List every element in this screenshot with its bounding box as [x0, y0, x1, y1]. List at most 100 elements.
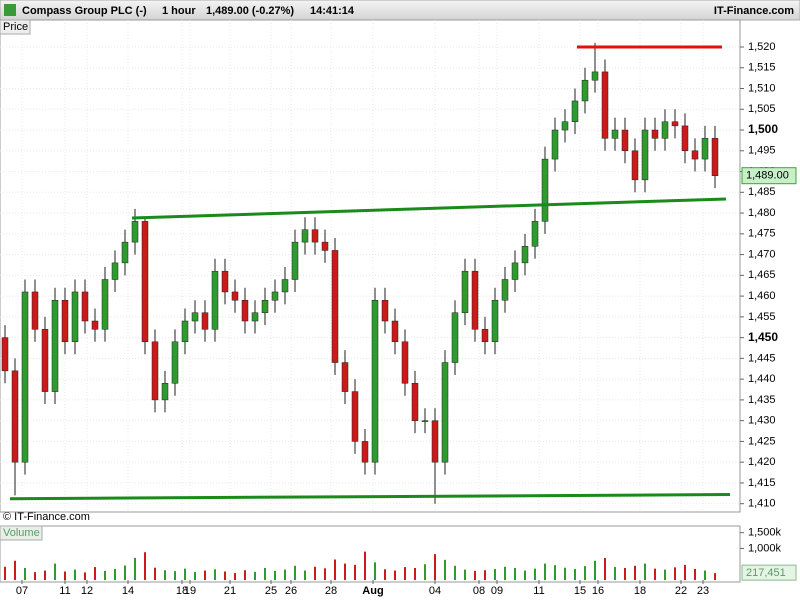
- y-tick-label: 1,485: [748, 186, 776, 198]
- header-quote: 1,489.00 (-0.27%): [206, 5, 294, 17]
- last-price-label: 1,489.00: [746, 170, 789, 182]
- volume-bar: [44, 570, 46, 580]
- candle-body: [191, 312, 199, 322]
- candle-body: [371, 300, 379, 463]
- candle-body: [641, 129, 649, 181]
- volume-bar: [54, 563, 56, 580]
- trendline: [131, 197, 727, 220]
- candle-body: [161, 383, 169, 401]
- volume-bar: [634, 565, 636, 580]
- volume-bar: [554, 565, 556, 580]
- volume-bar: [344, 563, 346, 580]
- candle-body: [671, 121, 679, 127]
- copyright: © IT-Finance.com: [3, 511, 90, 523]
- x-tick-label: 18: [176, 585, 188, 597]
- volume-bar: [214, 569, 216, 580]
- volume-pane: [0, 525, 741, 583]
- y-tick-label: 1,430: [748, 415, 776, 427]
- volume-bar: [414, 568, 416, 580]
- last-volume-label: 217,451: [746, 567, 786, 579]
- candle-body: [551, 129, 559, 160]
- candle-body: [611, 129, 619, 139]
- candle-body: [521, 246, 529, 264]
- volume-bar: [704, 570, 706, 580]
- volume-bar: [584, 566, 586, 580]
- candle-body: [201, 312, 209, 330]
- volume-bar: [684, 564, 686, 580]
- volume-bar: [254, 571, 256, 580]
- candle-body: [571, 100, 579, 122]
- x-tick-label: 26: [285, 585, 297, 597]
- candle-body: [561, 121, 569, 131]
- candle-body: [511, 262, 519, 280]
- candle-body: [81, 291, 89, 322]
- header-interval: 1 hour: [162, 5, 196, 17]
- candle-body: [41, 329, 49, 392]
- volume-bar: [614, 567, 616, 580]
- price-pane: [0, 19, 741, 513]
- volume-bar: [154, 567, 156, 580]
- volume-bar: [464, 569, 466, 580]
- y-tick-label: 1,480: [748, 207, 776, 219]
- y-tick-label: 1,445: [748, 352, 776, 364]
- y-tick-label: 1,450: [748, 330, 778, 344]
- candle-body: [51, 300, 59, 392]
- volume-bar: [454, 565, 456, 580]
- price-label: Price: [3, 21, 28, 33]
- candle-body: [411, 383, 419, 421]
- last-volume-tag: [741, 564, 797, 581]
- volume-bar: [394, 570, 396, 580]
- candle-body: [701, 138, 709, 160]
- x-tick-label: 15: [574, 585, 586, 597]
- volume-bar: [404, 567, 406, 580]
- volume-bar: [244, 570, 246, 580]
- candle-body: [711, 138, 719, 176]
- volume-bar: [224, 571, 226, 580]
- x-tick-label: 09: [491, 585, 503, 597]
- volume-bar: [524, 570, 526, 580]
- trendline: [9, 493, 731, 501]
- volume-bar: [644, 563, 646, 580]
- candle-body: [531, 221, 539, 247]
- x-tick-label: 07: [16, 585, 28, 597]
- candle-body: [501, 279, 509, 301]
- volume-bar: [564, 567, 566, 580]
- y-tick-label: 1,460: [748, 290, 776, 302]
- candle-body: [261, 300, 269, 313]
- volume-bar: [694, 568, 696, 580]
- volume-bar: [324, 568, 326, 580]
- y-tick-label: 1,515: [748, 62, 776, 74]
- candle-body: [71, 291, 79, 343]
- x-tick-label: 04: [429, 585, 441, 597]
- y-tick-label: 1,440: [748, 373, 776, 385]
- candle-body: [541, 158, 549, 222]
- x-tick-label: 08: [473, 585, 485, 597]
- y-tick-label: 1,435: [748, 394, 776, 406]
- volume-bar: [284, 569, 286, 580]
- volume-bar: [424, 564, 426, 580]
- candle-body: [361, 441, 369, 463]
- volume-bar: [274, 570, 276, 580]
- volume-bar: [14, 560, 16, 580]
- candle-body: [21, 291, 29, 463]
- y-tick-label: 1,475: [748, 228, 776, 240]
- candle-body: [281, 279, 289, 293]
- x-tick-label: 18: [634, 585, 646, 597]
- candle-body: [11, 370, 19, 463]
- volume-bar: [374, 562, 376, 580]
- volume-bar: [84, 572, 86, 580]
- candle-body: [341, 362, 349, 392]
- volume-bar: [124, 565, 126, 580]
- v-tick-label: 1,500k: [748, 527, 782, 539]
- candle-body: [181, 320, 189, 343]
- candle-body: [461, 270, 469, 313]
- volume-bar: [544, 563, 546, 580]
- volume-bar: [94, 567, 96, 580]
- last-price-tag: [741, 167, 797, 185]
- candle-body: [311, 229, 319, 243]
- candle-body: [481, 329, 489, 343]
- volume-label: Volume: [3, 527, 40, 539]
- candle-body: [491, 300, 499, 343]
- y-tick-label: 1,415: [748, 477, 776, 489]
